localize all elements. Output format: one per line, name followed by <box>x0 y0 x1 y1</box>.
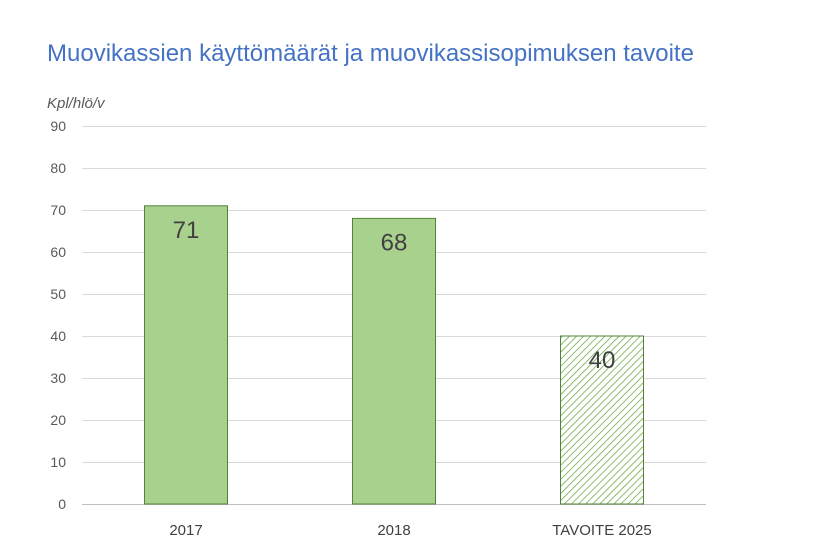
data-label: 71 <box>173 217 200 244</box>
x-category-label: TAVOITE 2025 <box>552 522 652 539</box>
y-tick-label: 20 <box>50 412 66 428</box>
y-tick-label: 80 <box>50 160 66 176</box>
x-category-label: 2018 <box>377 522 410 539</box>
x-axis-labels: 2017 2018 TAVOITE 2025 <box>169 522 651 539</box>
y-axis-title: Kpl/hlö/v <box>47 95 105 112</box>
x-category-label: 2017 <box>169 522 202 539</box>
y-tick-label: 70 <box>50 202 66 218</box>
bars: 71 68 40 <box>144 205 644 505</box>
bar-2017 <box>144 205 228 505</box>
data-label: 68 <box>381 229 408 256</box>
data-label: 40 <box>589 347 616 374</box>
chart-title: Muovikassien käyttömäärät ja muovikassis… <box>47 40 694 67</box>
y-tick-label: 90 <box>50 118 66 134</box>
y-axis-ticks: 0 10 20 30 40 50 60 70 80 90 <box>50 118 66 512</box>
bar-tavoite-2025 <box>560 335 644 505</box>
y-tick-label: 40 <box>50 328 66 344</box>
y-tick-label: 60 <box>50 244 66 260</box>
y-tick-label: 0 <box>58 496 66 512</box>
y-tick-label: 10 <box>50 454 66 470</box>
y-tick-label: 50 <box>50 286 66 302</box>
bar-2018 <box>352 217 436 505</box>
y-tick-label: 30 <box>50 370 66 386</box>
